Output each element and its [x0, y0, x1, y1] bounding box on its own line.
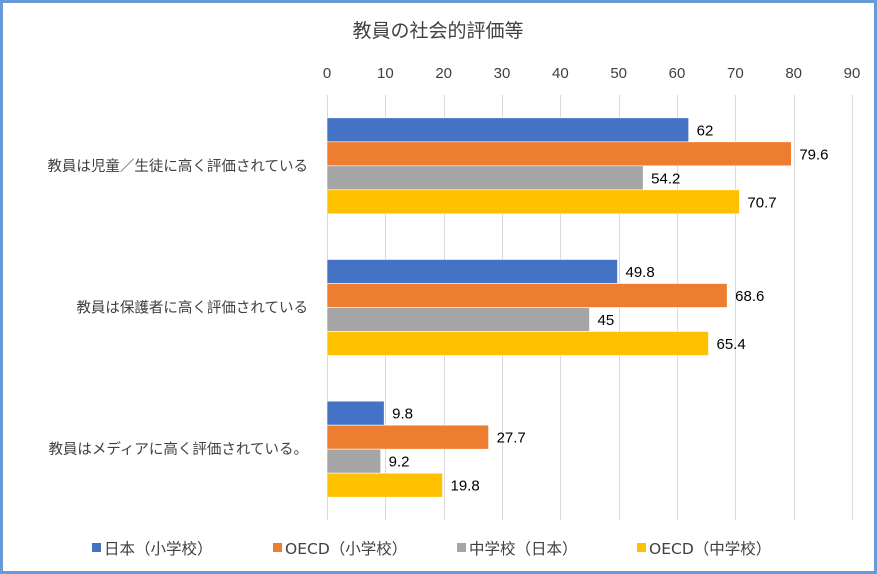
data-label: 79.6: [799, 146, 828, 163]
legend-marker: [637, 543, 646, 552]
data-label: 65.4: [717, 336, 746, 353]
data-label: 19.8: [451, 478, 480, 495]
legend-item: OECD（中学校）: [637, 540, 771, 558]
legend-item: OECD（小学校）: [273, 540, 407, 558]
data-label: 68.6: [735, 288, 764, 305]
x-tick-label: 70: [727, 65, 744, 82]
category-label: 教員はメディアに高く評価されている。: [48, 440, 308, 458]
bar: [326, 165, 644, 191]
legend-label: OECD（中学校）: [649, 540, 771, 558]
bar: [326, 331, 709, 356]
bar: [326, 424, 489, 450]
legend-label: 中学校（日本）: [469, 540, 578, 558]
x-tick-label: 80: [785, 65, 802, 82]
legend-label: OECD（小学校）: [285, 540, 407, 558]
bars: [326, 117, 792, 498]
bar: [326, 448, 381, 474]
data-label: 62: [697, 122, 714, 139]
x-tick-label: 60: [669, 65, 686, 82]
data-label: 70.7: [747, 194, 776, 211]
bar: [326, 117, 689, 143]
bar: [326, 400, 385, 426]
legend-label: 日本（小学校）: [104, 540, 213, 558]
data-labels: 62 79.6 54.2 70.7 49.8 68.6 45 65.4 9.8 27.7 9.2 19…: [389, 122, 829, 494]
legend-item: 日本（小学校）: [92, 540, 213, 558]
legend-marker: [92, 543, 101, 552]
chart-title: 教員の社会的評価等: [352, 20, 523, 42]
data-label: 54.2: [651, 170, 680, 187]
data-label: 27.7: [497, 430, 526, 447]
x-tick-label: 0: [323, 65, 331, 82]
x-tick-label: 30: [494, 65, 511, 82]
legend-marker: [273, 543, 282, 552]
x-tick-label: 20: [435, 65, 452, 82]
bar: [326, 141, 792, 167]
category-labels: 教員は児童／生徒に高く評価されている教員は保護者に高く評価されている教員はメディ…: [47, 157, 308, 458]
legend: 日本（小学校） OECD（小学校） 中学校（日本） OECD（中学校）: [92, 540, 771, 558]
bar: [326, 259, 618, 284]
legend-marker: [457, 543, 466, 552]
data-label: 49.8: [626, 264, 655, 281]
x-axis-ticks: 0 10 20 30 40 50 60 70 80 90: [323, 65, 861, 82]
legend-item: 中学校（日本）: [457, 540, 578, 558]
x-tick-label: 90: [844, 65, 861, 82]
bar: [326, 472, 443, 498]
category-label: 教員は児童／生徒に高く評価されている: [47, 157, 308, 175]
x-tick-label: 40: [552, 65, 569, 82]
data-label: 9.8: [392, 406, 413, 423]
x-tick-label: 10: [377, 65, 394, 82]
bar: [326, 283, 728, 308]
data-label: 45: [598, 312, 615, 329]
bar: [326, 189, 740, 215]
bar: [326, 307, 590, 332]
data-label: 9.2: [389, 454, 410, 471]
x-tick-label: 50: [610, 65, 627, 82]
category-label: 教員は保護者に高く評価されている: [76, 300, 308, 317]
